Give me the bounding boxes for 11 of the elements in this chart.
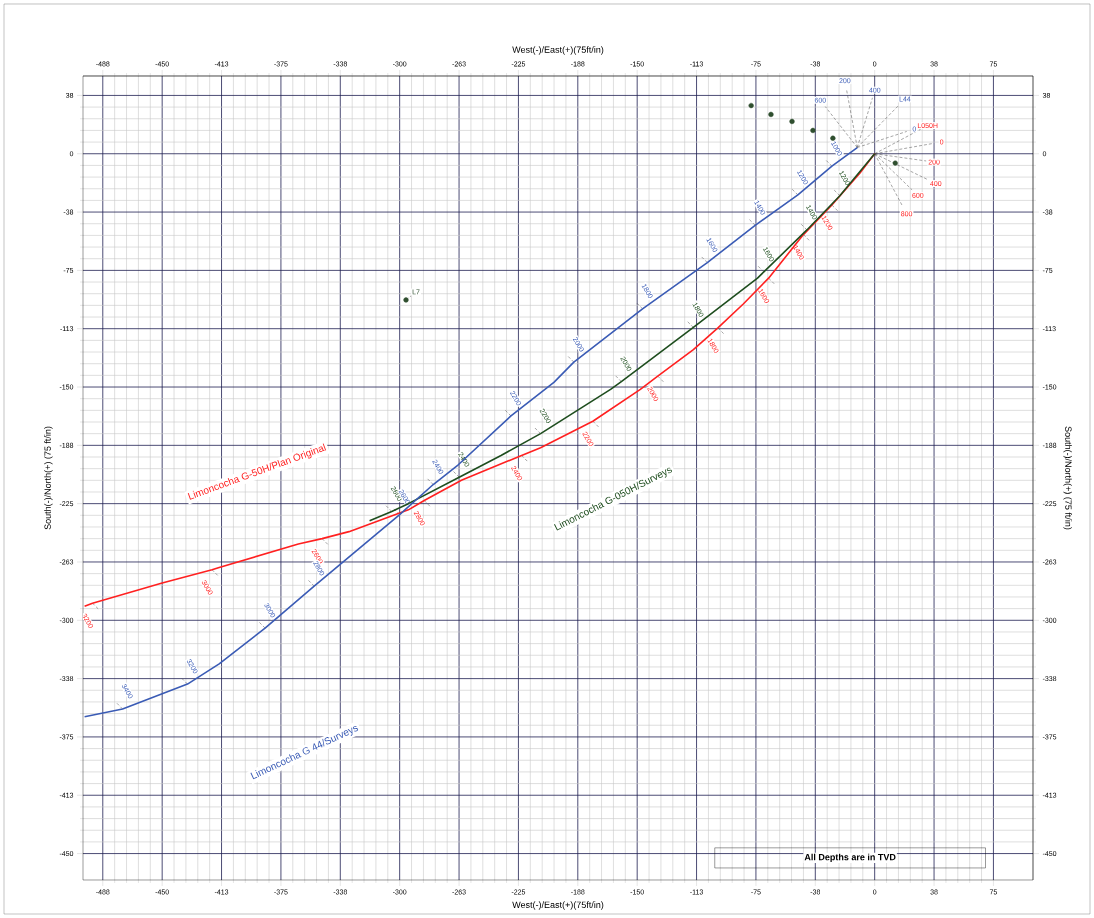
point	[748, 102, 754, 109]
y2-axis-title: South(-)/North(+) (75 ft/in)	[1063, 426, 1072, 530]
x2-axis-title: West(-)/East(+)(75ft/in)	[512, 46, 604, 55]
y-axis-title: South(-)/North(+) (75 ft/in)	[44, 426, 53, 530]
annotation: All Depths are in TVD	[804, 853, 896, 863]
point	[768, 111, 774, 117]
point	[892, 160, 898, 166]
point	[830, 135, 836, 141]
x-axis-title: West(-)/East(+)(75ft/in)	[512, 901, 604, 910]
point	[789, 118, 795, 124]
point	[810, 127, 816, 134]
